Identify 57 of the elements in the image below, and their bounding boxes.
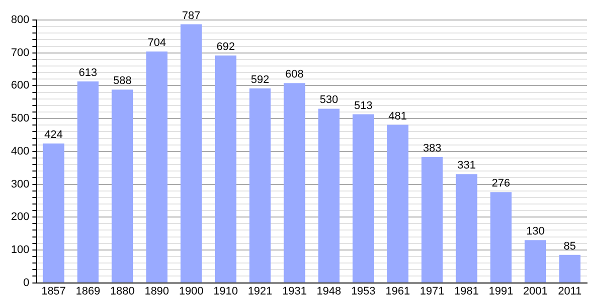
y-tick-label: 200	[10, 211, 30, 224]
x-tick-label: 1910	[213, 285, 238, 298]
data-label: 588	[113, 75, 132, 88]
y-tick-label: 600	[10, 80, 30, 92]
data-label: 613	[78, 66, 98, 79]
bar	[42, 144, 64, 282]
bar	[146, 52, 168, 282]
x-tick-label: 1890	[144, 285, 170, 298]
x-tick-label: 1900	[178, 285, 204, 298]
bar	[180, 24, 202, 282]
x-tick-label: 1953	[351, 285, 376, 298]
bar	[524, 240, 546, 282]
bar	[490, 192, 512, 282]
y-tick-label: 0	[23, 276, 30, 289]
data-label: 130	[526, 226, 545, 238]
bar	[456, 174, 478, 282]
bar	[249, 88, 271, 282]
data-label: 530	[320, 94, 338, 106]
x-tick-label: 1981	[454, 285, 479, 298]
data-label: 592	[250, 74, 270, 86]
x-tick-label: 2011	[558, 285, 582, 298]
data-label: 85	[564, 240, 576, 252]
x-tick-label: 2001	[523, 285, 548, 298]
data-label: 383	[422, 142, 442, 155]
y-tick-label: 300	[10, 178, 30, 190]
data-label: 276	[492, 178, 510, 190]
x-tick-label: 1869	[76, 285, 100, 298]
x-tick-label: 1880	[110, 285, 135, 298]
y-tick-label: 800	[10, 14, 30, 26]
bar	[387, 124, 408, 282]
bar	[284, 83, 306, 282]
y-tick-label: 100	[10, 244, 30, 256]
data-label: 608	[285, 68, 304, 81]
y-tick-label: 400	[10, 145, 30, 158]
data-label: 787	[182, 10, 200, 22]
bar	[318, 108, 340, 282]
x-tick-label: 1921	[248, 285, 272, 298]
data-label: 513	[354, 100, 372, 112]
x-tick-label: 1971	[420, 285, 444, 298]
bar	[112, 90, 134, 282]
data-label: 481	[388, 110, 407, 122]
data-label: 331	[457, 160, 476, 172]
x-tick-label: 1857	[41, 285, 66, 298]
x-tick-label: 1991	[488, 285, 514, 298]
bar	[77, 81, 99, 282]
x-tick-label: 1931	[282, 285, 307, 298]
bar	[559, 254, 580, 282]
data-label: 704	[148, 37, 166, 50]
bar	[214, 55, 236, 282]
data-label: 424	[44, 129, 63, 142]
y-tick-label: 500	[10, 112, 30, 125]
data-label: 692	[216, 41, 235, 54]
bar	[421, 156, 443, 282]
x-tick-label: 1961	[385, 285, 410, 298]
bar	[352, 114, 374, 282]
y-tick-label: 700	[10, 46, 30, 59]
x-tick-label: 1948	[316, 285, 342, 298]
